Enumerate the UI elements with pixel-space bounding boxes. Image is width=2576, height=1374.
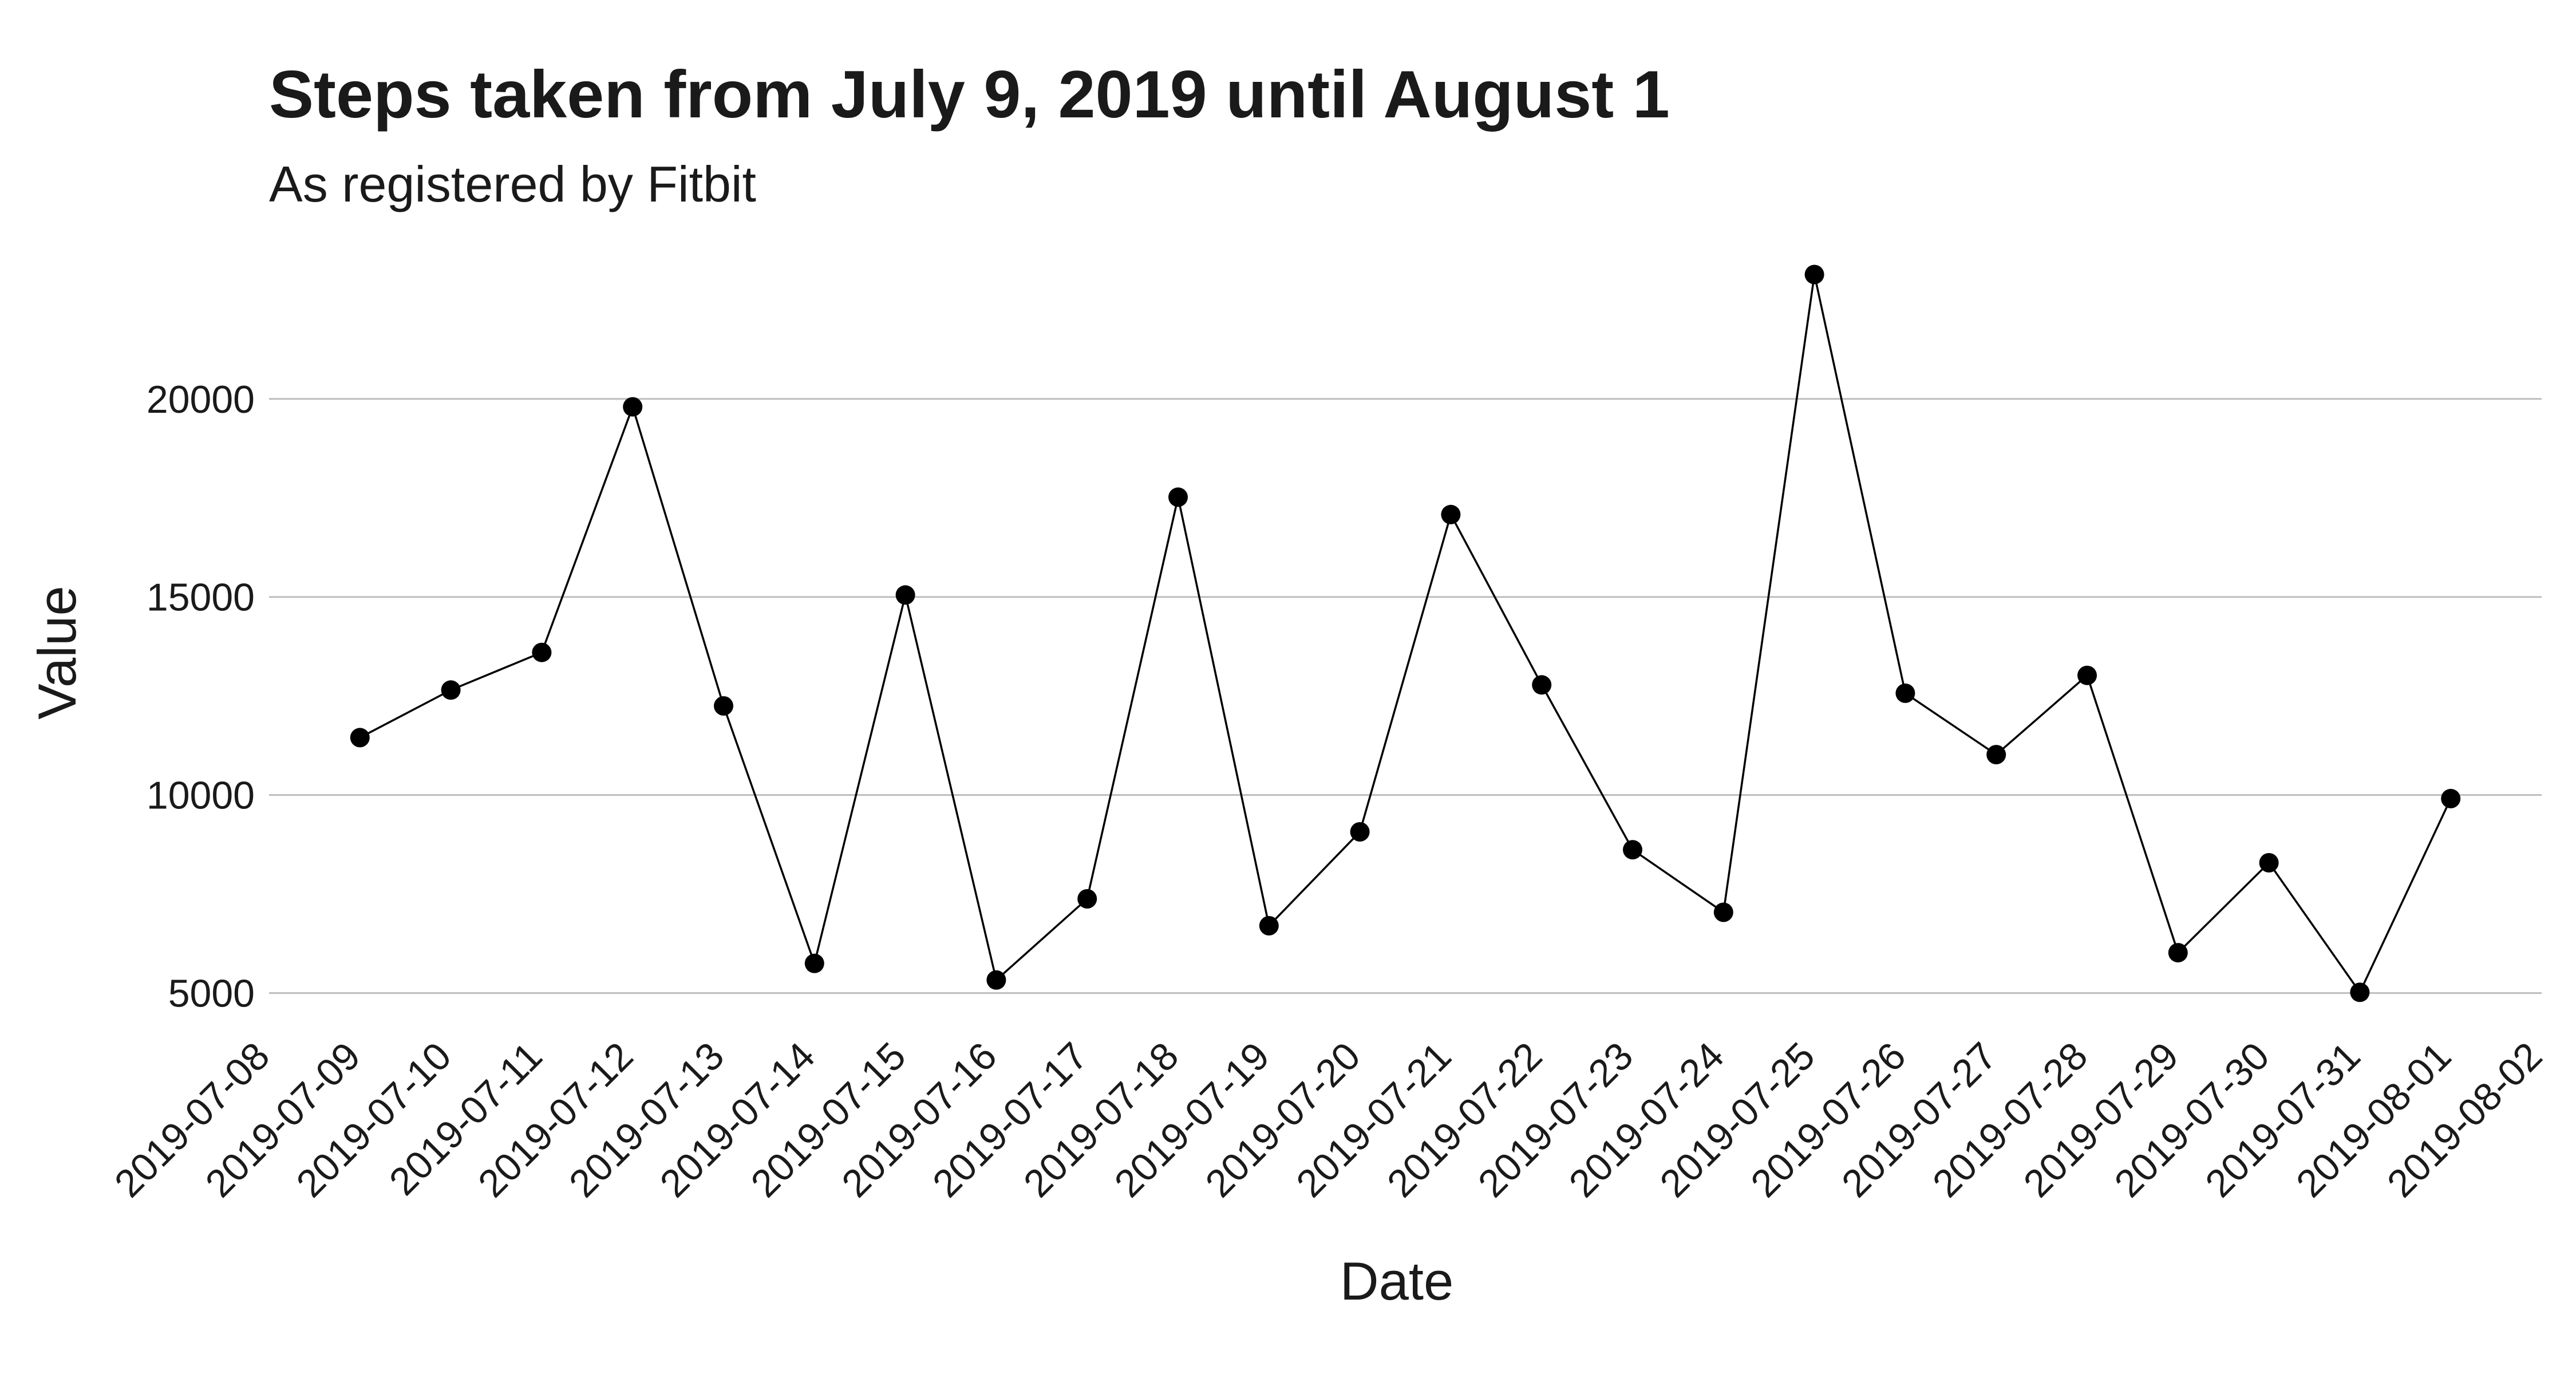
data-point (2168, 943, 2188, 963)
chart-title: Steps taken from July 9, 2019 until Augu… (269, 57, 1670, 132)
data-point (1986, 745, 2006, 765)
data-point (804, 953, 824, 973)
chart-subtitle: As registered by Fitbit (269, 156, 756, 212)
data-point (1441, 504, 1461, 524)
series-steps (350, 264, 2461, 1002)
data-point (895, 585, 915, 605)
data-point (1259, 916, 1279, 935)
data-point (714, 696, 733, 716)
data-point (1168, 487, 1188, 507)
series-line (359, 274, 2452, 994)
data-point (1077, 889, 1097, 909)
data-point (1895, 683, 1915, 703)
data-point (350, 728, 370, 748)
data-point (2441, 788, 2461, 808)
x-axis-title: Date (1340, 1251, 1454, 1311)
data-point (1350, 822, 1370, 842)
data-point (2350, 982, 2370, 1002)
data-point (1804, 264, 1824, 285)
y-tick-label: 15000 (147, 576, 255, 619)
y-tick-label: 20000 (147, 378, 255, 421)
data-point (2259, 853, 2279, 872)
data-point (1623, 840, 1642, 860)
data-point (623, 397, 643, 417)
data-point (2077, 665, 2097, 685)
data-point (1532, 675, 1552, 695)
data-point (441, 680, 461, 700)
data-point (532, 642, 552, 662)
y-tick-label: 5000 (168, 972, 255, 1016)
y-axis-ticks: 5000 10000 15000 20000 (147, 378, 255, 1016)
gridlines (269, 398, 2542, 994)
y-tick-label: 10000 (147, 774, 255, 818)
y-axis-title: Value (27, 586, 87, 719)
data-point (986, 970, 1006, 990)
data-point (1713, 902, 1733, 922)
